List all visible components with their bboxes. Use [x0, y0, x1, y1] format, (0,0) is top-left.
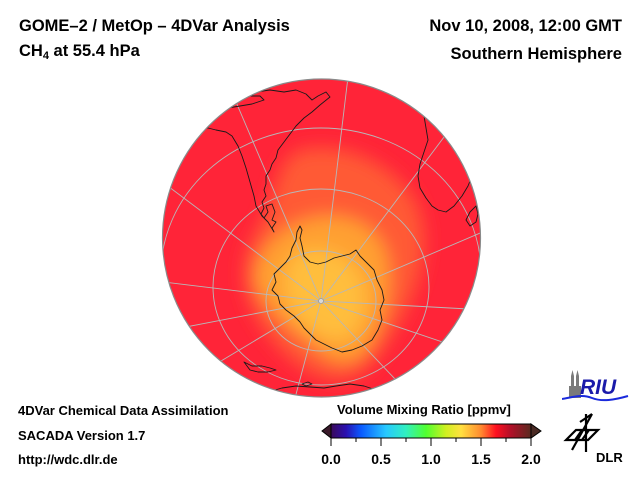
meridian-line [320, 300, 481, 325]
colorbar-ticks [330, 438, 532, 446]
coast-tasmania [301, 381, 313, 387]
latitude-circle [265, 250, 377, 352]
colorbar-under-arrow [321, 422, 332, 440]
dlr-wordmark: DLR [596, 450, 623, 465]
species-level-label: CH4 at 55.4 hPa [19, 42, 140, 62]
analysis-datetime: Nov 10, 2008, 12:00 GMT [429, 17, 622, 35]
south-pole-marker [318, 298, 324, 304]
coast-madagascar [465, 205, 479, 227]
latitude-circle [162, 127, 481, 397]
colorbar-tick-label: 1.0 [421, 451, 441, 467]
methane-field [244, 147, 425, 380]
footer-version: SACADA Version 1.7 [18, 428, 146, 443]
footer-url[interactable]: http://wdc.dlr.de [18, 452, 118, 467]
colorbar-tick-label: 0.0 [321, 451, 341, 467]
river-wave-icon [562, 395, 629, 402]
meridian-line [162, 250, 322, 302]
colorbar [321, 422, 542, 446]
meridian-line [320, 79, 372, 302]
colorbar-tick-label: 0.5 [371, 451, 391, 467]
meridian-line [162, 79, 322, 302]
colorbar-tick-label: 2.0 [521, 451, 541, 467]
meridian-line [162, 79, 322, 302]
latitude-circle [212, 188, 430, 386]
dlr-logo-icon [563, 413, 601, 452]
hemisphere-label: Southern Hemisphere [450, 45, 622, 63]
pressure-level: at 55.4 hPa [48, 42, 140, 60]
meridian-line [320, 300, 481, 397]
footer-method: 4DVar Chemical Data Assimilation [18, 403, 229, 418]
species-formula: CH [19, 42, 43, 60]
coast-australia-south [267, 383, 387, 395]
plot-title: GOME–2 / MetOp – 4DVar Analysis [19, 17, 290, 35]
globe-edge [161, 78, 482, 398]
colorbar-bar [330, 423, 532, 439]
riu-wordmark: RIU [580, 376, 617, 399]
colorbar-title: Volume Mixing Ratio [ppmv] [337, 402, 511, 417]
meridian-line [320, 135, 481, 302]
meridian-line [162, 300, 322, 376]
cathedral-icon [569, 370, 581, 398]
coast-australia [243, 361, 277, 373]
coast-south-america [167, 89, 331, 233]
coast-antarctica [271, 225, 385, 353]
riu-logo: RIU [562, 370, 629, 402]
field-center-contour [284, 249, 366, 340]
species-subscript: 4 [42, 50, 49, 62]
colorbar-tick-label: 1.5 [471, 451, 491, 467]
colorbar-over-arrow [530, 423, 542, 439]
